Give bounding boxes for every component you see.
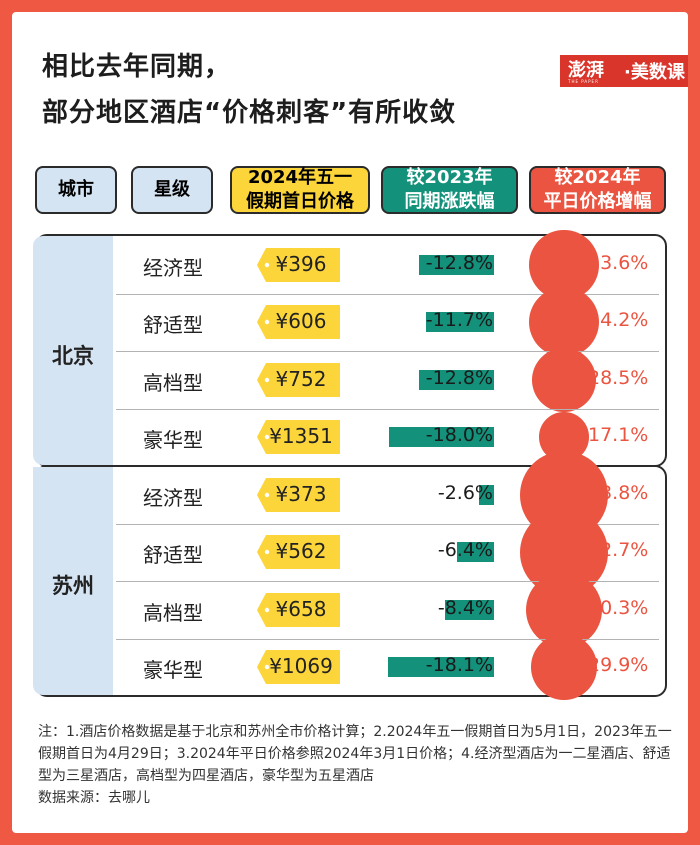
yoy-bar [478, 484, 494, 505]
increase-label: 33.6% [588, 251, 649, 274]
star-level: 豪华型 [143, 658, 203, 683]
star-level: 高档型 [143, 600, 203, 625]
yoy-bar [388, 427, 494, 448]
city-suzhou: 苏州 [52, 574, 94, 598]
footnote-text: 注：1.酒店价格数据是基于北京和苏州全市价格计算；2.2024年五一假期首日为5… [38, 724, 672, 784]
price-tag [257, 420, 340, 455]
price-tag [257, 477, 340, 512]
header-price: 2024年五一 假期首日价格 [230, 166, 370, 214]
price-value: ¥752 [275, 366, 327, 391]
price-value: ¥1351 [269, 424, 333, 449]
row-separator [116, 293, 659, 295]
price-value: ¥396 [275, 251, 327, 276]
yoy-label: -11.7% [425, 309, 493, 332]
yoy-label: -18.0% [425, 424, 493, 447]
footnote: 注：1.酒店价格数据是基于北京和苏州全市价格计算；2.2024年五一假期首日为5… [38, 721, 678, 809]
yoy-label: -12.8% [425, 366, 493, 389]
header-star: 星级 [131, 166, 213, 214]
row-separator [116, 351, 659, 352]
increase-label: 28.5% [588, 366, 649, 389]
row-separator [116, 523, 659, 525]
row-separator [116, 638, 659, 640]
yoy-label: -12.8% [425, 251, 493, 274]
city-beijing: 北京 [52, 344, 94, 368]
price-value: ¥658 [275, 596, 327, 621]
increase-circle [531, 634, 597, 701]
increase-label: 40.3% [588, 596, 649, 619]
header-city: 城市 [35, 166, 117, 214]
yoy-bar [419, 369, 494, 390]
logo-thepaper: 澎湃 [568, 60, 604, 81]
price-value: ¥606 [275, 309, 327, 334]
price-value: ¥373 [275, 481, 327, 506]
yoy-label: -18.1% [425, 654, 493, 677]
increase-label: 34.2% [588, 309, 649, 332]
yoy-bar [419, 254, 494, 275]
star-level: 高档型 [143, 370, 203, 395]
increase-label: 17.1% [588, 424, 649, 447]
price-value: ¥1069 [269, 654, 333, 679]
yoy-bar [388, 657, 494, 678]
header-yoy: 较2023年 同期涨跌幅 [381, 166, 518, 214]
price-tag [257, 247, 340, 282]
row-separator [116, 408, 659, 410]
page-title-line1: 相比去年同期， [42, 52, 232, 82]
price-value: ¥562 [275, 539, 327, 564]
star-level: 舒适型 [143, 313, 203, 338]
city-band-suzhou [33, 467, 113, 695]
yoy-label: -8.4% [437, 596, 493, 619]
price-tag [257, 305, 340, 340]
logo-thepaper-en: THE PAPER [568, 79, 599, 84]
header-weekday-increase: 较2024年 平日价格增幅 [529, 166, 666, 214]
price-tag [257, 592, 340, 627]
star-level: 经济型 [143, 255, 203, 280]
logo-meishuke: ·美数课 [624, 62, 685, 83]
yoy-bar [456, 542, 494, 563]
increase-label: 52.7% [588, 539, 649, 562]
star-level: 舒适型 [143, 543, 203, 568]
yoy-label: -2.6% [437, 481, 493, 504]
increase-label: 53.8% [588, 481, 649, 504]
price-tag [257, 650, 340, 685]
yoy-bar [425, 312, 494, 333]
yoy-label: -6.4% [437, 539, 493, 562]
star-level: 豪华型 [143, 428, 203, 453]
price-tag [257, 362, 340, 397]
row-separator [116, 581, 659, 582]
star-level: 经济型 [143, 485, 203, 510]
increase-circle [531, 347, 597, 412]
price-tag [257, 535, 340, 570]
city-band-beijing [33, 236, 113, 465]
brand-logo: 澎湃 THE PAPER ·美数课 [560, 55, 688, 87]
increase-circle [528, 287, 600, 358]
page-title-line2: 部分地区酒店“价格刺客”有所收敛 [42, 98, 457, 128]
yoy-bar [444, 599, 494, 620]
data-source: 数据来源：去哪儿 [38, 790, 150, 806]
increase-label: 29.9% [588, 654, 649, 677]
